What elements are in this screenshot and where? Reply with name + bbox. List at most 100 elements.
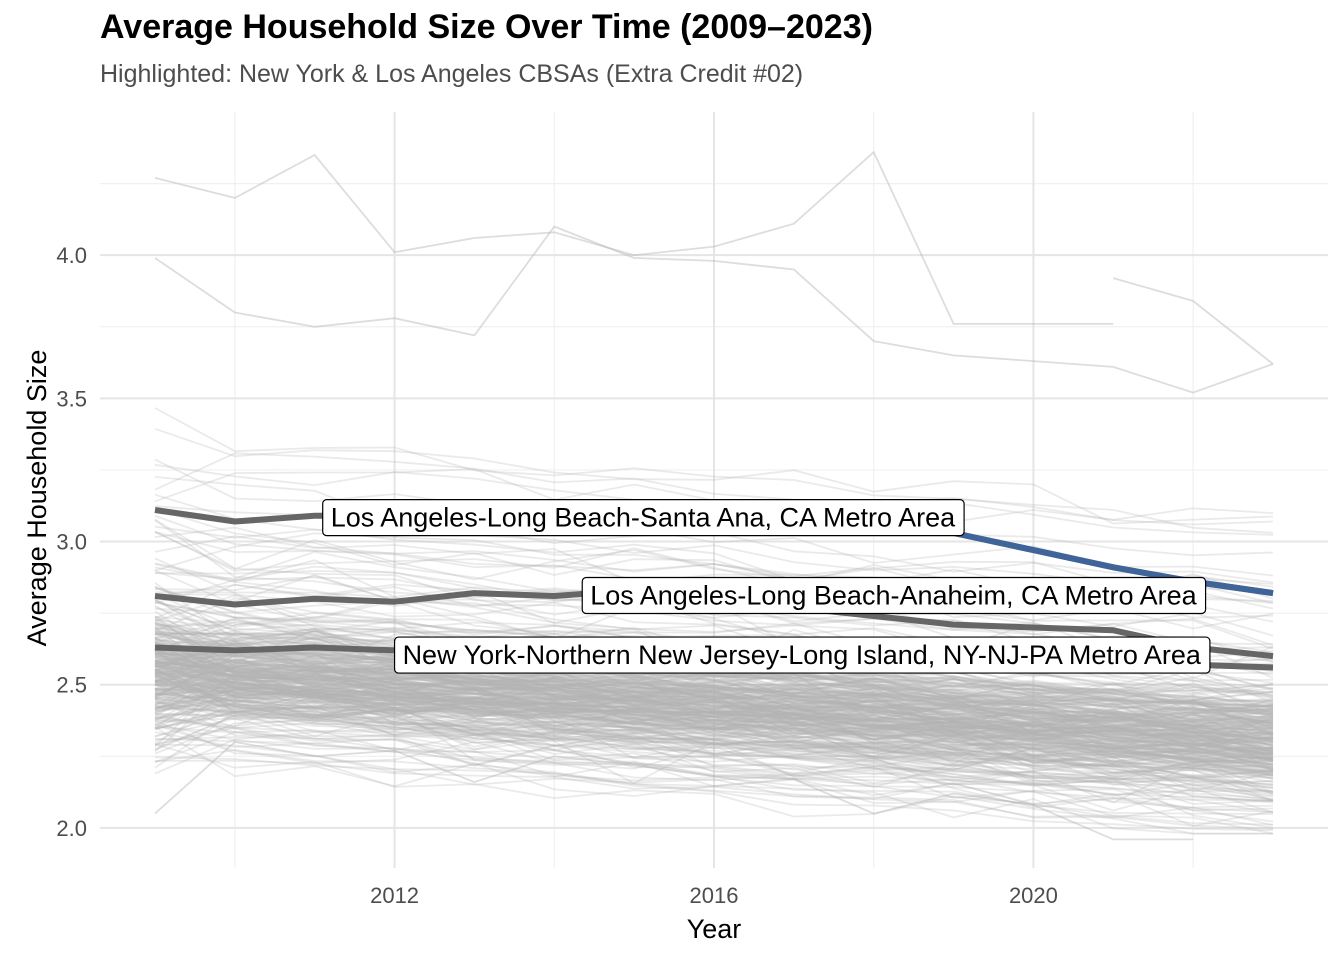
background-series-line: [154, 702, 1274, 793]
background-series-line: [154, 674, 1274, 733]
background-series-line: [154, 664, 1274, 778]
background-series-line: [154, 674, 1274, 753]
background-series-line: [1113, 277, 1274, 365]
series-label-text: Los Angeles-Long Beach-Anaheim, CA Metro…: [590, 581, 1197, 611]
background-series-line: [154, 648, 1274, 749]
background-series-line: [154, 639, 1274, 734]
background-series-line: [154, 715, 1274, 826]
background-series-line: [154, 627, 1274, 727]
background-series-line: [154, 756, 1274, 832]
background-series-line: [154, 668, 1274, 755]
background-series-line: [154, 685, 1274, 769]
background-series-line: [154, 743, 1274, 814]
background-series-line: [154, 698, 1274, 760]
background-series-line: [154, 659, 1274, 756]
background-series-line: [154, 672, 1274, 760]
background-series-line: [154, 673, 1274, 770]
background-series-line: [154, 667, 1274, 730]
background-series-line: [154, 667, 1274, 735]
series-label: Los Angeles-Long Beach-Santa Ana, CA Met…: [322, 499, 965, 537]
background-series-line: [154, 649, 1274, 752]
background-series-line: [154, 659, 1274, 743]
background-series-line: [154, 615, 1274, 734]
background-series-line: [154, 668, 1274, 765]
background-series-line: [154, 669, 1274, 758]
background-series-line: [154, 682, 1274, 760]
background-series-line: [154, 707, 1274, 802]
background-series-line: [154, 687, 1274, 754]
y-tick-label: 2.5: [56, 673, 87, 698]
background-series-line: [154, 660, 1274, 757]
background-series-line: [154, 639, 1274, 738]
background-series-line: [154, 626, 1274, 736]
background-series-line: [154, 638, 1274, 722]
background-series-line: [154, 640, 1274, 717]
chart-subtitle: Highlighted: New York & Los Angeles CBSA…: [100, 60, 804, 88]
background-series-line: [154, 647, 1274, 746]
background-series-line: [154, 693, 1274, 773]
background-series-line: [154, 662, 1274, 774]
x-tick-label: 2012: [370, 883, 419, 908]
background-series-line: [154, 637, 1274, 712]
background-series-line: [154, 647, 1274, 757]
background-series-line: [154, 616, 1274, 725]
background-series-line: [154, 731, 1274, 804]
background-series-line: [154, 689, 1274, 754]
background-series-line: [154, 692, 1274, 805]
background-series-line: [154, 718, 1274, 795]
background-series-line: [154, 654, 1274, 764]
background-series-line: [154, 719, 1274, 768]
background-series-line: [154, 647, 1274, 745]
y-tick-label: 4.0: [56, 243, 87, 268]
background-series-line: [154, 658, 1274, 755]
background-series-line: [154, 650, 1274, 746]
background-series-line: [154, 647, 1274, 752]
background-series-line: [154, 654, 1274, 712]
background-series-line: [154, 759, 1274, 835]
background-series-line: [154, 689, 1274, 764]
background-series-line: [154, 648, 1274, 758]
background-series-line: [154, 661, 1274, 763]
background-series-line: [154, 644, 1274, 760]
background-series-line: [154, 680, 1274, 776]
background-series-line: [154, 749, 1274, 830]
background-series-line: [154, 680, 1274, 767]
background-series-line: [154, 642, 1274, 737]
background-series-line: [154, 714, 1274, 788]
background-series-line: [154, 705, 1274, 771]
background-series-line: [154, 654, 1274, 753]
background-series-line: [154, 651, 1274, 769]
background-series-line: [154, 688, 1274, 768]
background-series-line: [154, 670, 1274, 752]
background-series-line: [154, 679, 1274, 792]
background-series-line: [154, 651, 1274, 708]
background-series-line: [154, 649, 1274, 738]
background-series-line: [154, 672, 1274, 751]
background-series-line: [154, 677, 1274, 744]
background-series-line: [154, 668, 1274, 777]
background-series-line: [154, 717, 1274, 786]
background-series-line: [154, 685, 1274, 743]
background-series-line: [154, 657, 1274, 742]
series-label-text: New York-Northern New Jersey-Long Island…: [403, 640, 1202, 670]
background-series-line: [154, 649, 1274, 737]
background-series-line: [154, 659, 1274, 740]
highlight-series-segment: [952, 530, 1274, 597]
background-series-line: [154, 664, 1274, 743]
background-series-line: [154, 700, 1274, 777]
background-series-line: [154, 660, 1274, 739]
background-series-line: [154, 706, 1274, 763]
background-series-line: [154, 652, 1274, 726]
background-series-line: [154, 737, 1274, 809]
background-series-line: [154, 736, 1274, 802]
background-series-line: [154, 701, 1274, 783]
background-series-line: [154, 644, 1274, 732]
background-series-line: [154, 673, 1274, 730]
background-series-line: [154, 670, 1274, 757]
background-series-line: [154, 698, 1274, 798]
background-series-line: [154, 645, 1274, 726]
background-series-line: [154, 731, 1274, 813]
background-series-line: [154, 650, 1274, 756]
background-series-line: [154, 685, 1274, 777]
background-series-line: [154, 697, 1274, 803]
